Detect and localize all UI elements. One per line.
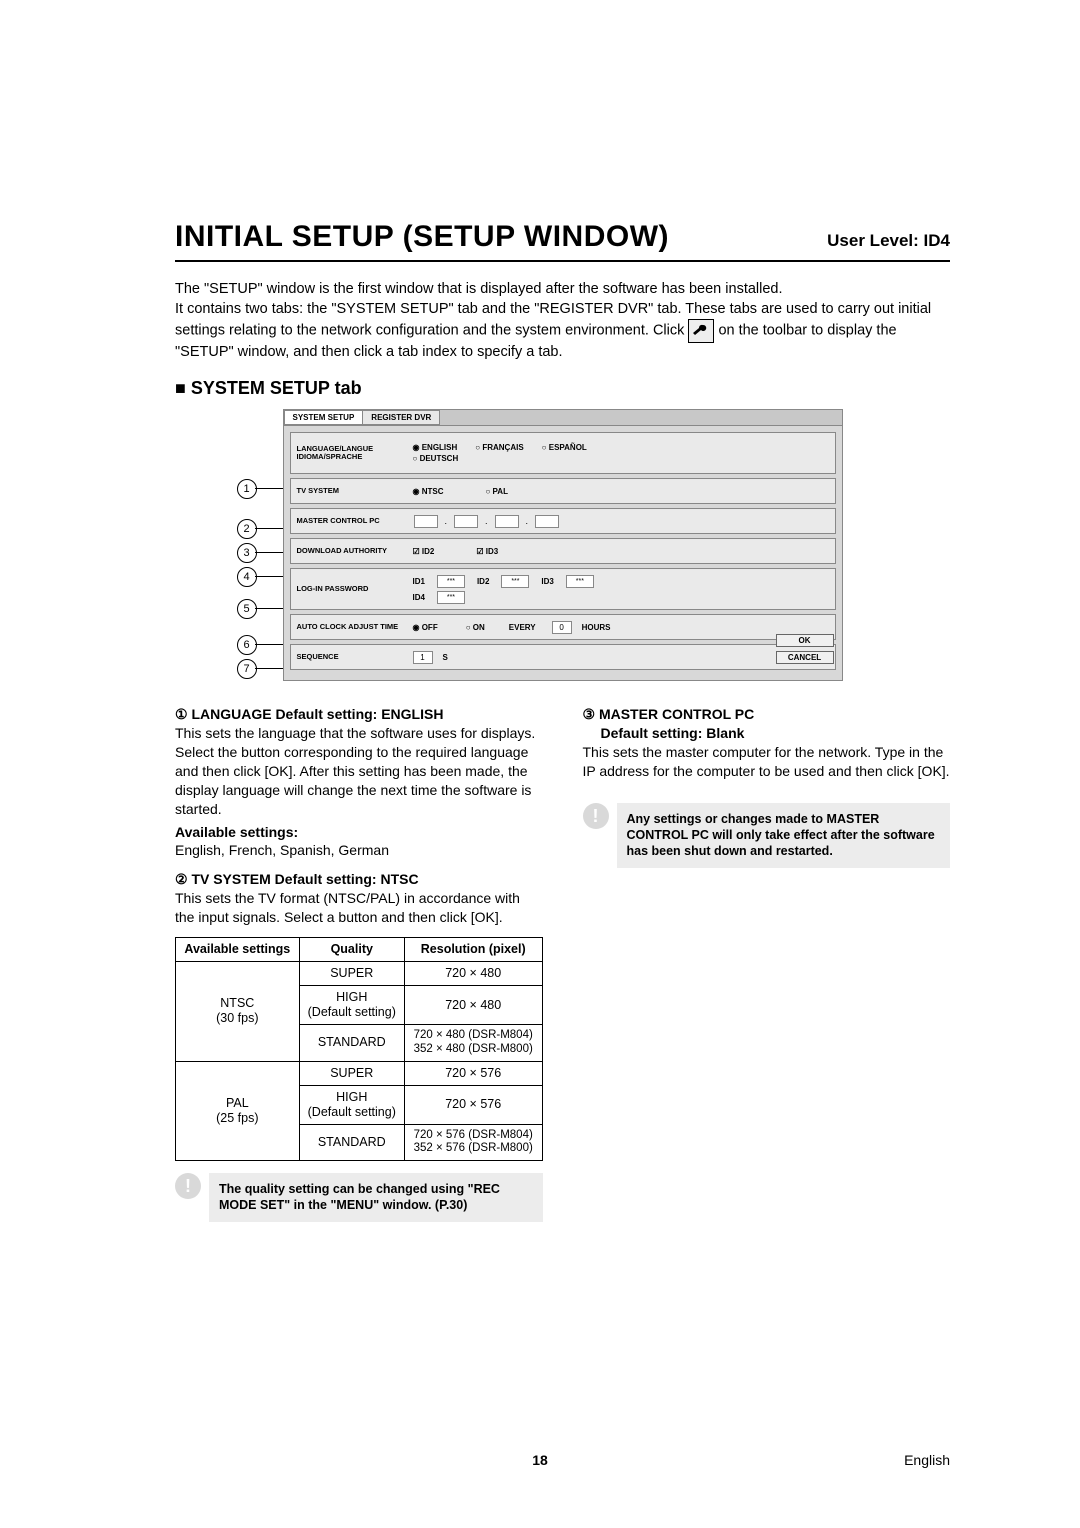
- th-resolution: Resolution (pixel): [404, 938, 542, 962]
- radio-on[interactable]: ON: [466, 623, 485, 632]
- id4-label: ID4: [413, 593, 425, 602]
- wrench-icon: [688, 319, 714, 343]
- callout-1: 1: [237, 479, 257, 499]
- ok-button[interactable]: OK: [776, 634, 834, 647]
- cell: 720 × 576 (DSR-M804) 352 × 576 (DSR-M800…: [404, 1124, 542, 1161]
- cell: SUPER: [299, 962, 404, 986]
- row-download-authority: DOWNLOAD AUTHORITY ID2 ID3: [290, 538, 836, 564]
- cell: STANDARD: [299, 1124, 404, 1161]
- id1-label: ID1: [413, 577, 425, 586]
- callout-4: 4: [237, 567, 257, 587]
- left-column: ① LANGUAGE Default setting: ENGLISH This…: [175, 705, 543, 1221]
- radio-espanol[interactable]: ESPAÑOL: [542, 443, 587, 452]
- id2-label: ID2: [477, 577, 489, 586]
- cell: SUPER: [299, 1061, 404, 1085]
- ip-field-2[interactable]: [454, 515, 478, 528]
- callout-7: 7: [237, 659, 257, 679]
- pw-id1[interactable]: ***: [437, 575, 465, 588]
- callout-6: 6: [237, 635, 257, 655]
- item1-body: This sets the language that the software…: [175, 724, 543, 818]
- label-master-control-pc: MASTER CONTROL PC: [297, 517, 407, 525]
- tab-system-setup[interactable]: SYSTEM SETUP: [284, 410, 364, 425]
- intro-line-1: The "SETUP" window is the first window t…: [175, 281, 783, 297]
- radio-francais[interactable]: FRANÇAIS: [475, 443, 523, 452]
- label-tv-system: TV SYSTEM: [297, 487, 407, 495]
- cell: HIGH (Default setting): [299, 986, 404, 1025]
- row-master-control-pc: MASTER CONTROL PC . . .: [290, 508, 836, 534]
- row-auto-clock: AUTO CLOCK ADJUST TIME OFF ON EVERY 0 HO…: [290, 614, 836, 640]
- chk-id3[interactable]: ID3: [476, 547, 498, 556]
- label-auto-clock: AUTO CLOCK ADJUST TIME: [297, 623, 407, 631]
- sequence-unit: S: [443, 653, 448, 662]
- cell: 720 × 480 (DSR-M804) 352 × 480 (DSR-M800…: [404, 1025, 542, 1062]
- note-box-right: ! Any settings or changes made to MASTER…: [583, 803, 951, 868]
- avail-label: Available settings:: [175, 823, 543, 842]
- every-label: EVERY: [509, 623, 536, 632]
- label-language: LANGUAGE/LANGUE IDIOMA/SPRACHE: [297, 445, 407, 462]
- tab-bar: SYSTEM SETUP REGISTER DVR: [284, 410, 842, 426]
- radio-ntsc[interactable]: NTSC: [413, 487, 444, 496]
- radio-english[interactable]: ENGLISH: [413, 443, 458, 452]
- resolution-table: Available settings Quality Resolution (p…: [175, 937, 543, 1161]
- page-title: INITIAL SETUP (SETUP WINDOW): [175, 220, 669, 254]
- note-text-right: Any settings or changes made to MASTER C…: [617, 803, 951, 868]
- row-sequence: SEQUENCE 1 S: [290, 644, 836, 670]
- item3-heading2: Default setting: Blank: [601, 724, 951, 743]
- cell-pal: PAL (25 fps): [176, 1061, 300, 1161]
- system-setup-screenshot: 1 2 3 4 5 6 7 SYSTEM SETUP REGISTER DVR: [283, 409, 843, 681]
- ok-cancel-group: OK CANCEL: [776, 630, 834, 664]
- avail-text: English, French, Spanish, German: [175, 841, 543, 860]
- item1-heading: ① LANGUAGE Default setting: ENGLISH: [175, 705, 543, 724]
- pw-id3[interactable]: ***: [566, 575, 594, 588]
- cell: 720 × 576: [404, 1061, 542, 1085]
- callout-2: 2: [237, 519, 257, 539]
- item3-heading: ③ MASTER CONTROL PC: [583, 705, 951, 724]
- intro-paragraph: The "SETUP" window is the first window t…: [175, 280, 950, 362]
- tab-register-dvr[interactable]: REGISTER DVR: [362, 410, 440, 425]
- chk-id2[interactable]: ID2: [413, 547, 435, 556]
- cancel-button[interactable]: CANCEL: [776, 651, 834, 664]
- note-box-left: ! The quality setting can be changed usi…: [175, 1173, 543, 1222]
- row-tv-system: TV SYSTEM NTSC PAL: [290, 478, 836, 504]
- note-icon: !: [175, 1173, 201, 1199]
- hours-spin[interactable]: 0: [552, 621, 572, 634]
- th-quality: Quality: [299, 938, 404, 962]
- ip-field-1[interactable]: [414, 515, 438, 528]
- cell: 720 × 480: [404, 962, 542, 986]
- right-column: ③ MASTER CONTROL PC Default setting: Bla…: [583, 705, 951, 1221]
- cell-ntsc: NTSC (30 fps): [176, 962, 300, 1062]
- user-level: User Level: ID4: [827, 231, 950, 251]
- sequence-spin[interactable]: 1: [413, 651, 433, 664]
- radio-pal[interactable]: PAL: [485, 487, 507, 496]
- footer-language: English: [904, 1452, 950, 1468]
- cell: HIGH (Default setting): [299, 1085, 404, 1124]
- note-icon: !: [583, 803, 609, 829]
- item2-heading: ② TV SYSTEM Default setting: NTSC: [175, 870, 543, 889]
- th-settings: Available settings: [176, 938, 300, 962]
- ip-field-3[interactable]: [495, 515, 519, 528]
- radio-deutsch[interactable]: DEUTSCH: [413, 454, 459, 463]
- radio-off[interactable]: OFF: [413, 623, 438, 632]
- cell: STANDARD: [299, 1025, 404, 1062]
- ip-field-4[interactable]: [535, 515, 559, 528]
- note-text-left: The quality setting can be changed using…: [209, 1173, 543, 1222]
- item2-body: This sets the TV format (NTSC/PAL) in ac…: [175, 889, 543, 927]
- label-sequence: SEQUENCE: [297, 653, 407, 661]
- section-heading: SYSTEM SETUP tab: [175, 378, 950, 399]
- row-language: LANGUAGE/LANGUE IDIOMA/SPRACHE ENGLISH F…: [290, 432, 836, 474]
- cell: 720 × 576: [404, 1085, 542, 1124]
- row-login-password: LOG-IN PASSWORD ID1 *** ID2 *** ID3 *** ID4…: [290, 568, 836, 610]
- callout-3: 3: [237, 543, 257, 563]
- item3-body: This sets the master computer for the ne…: [583, 743, 951, 781]
- pw-id4[interactable]: ***: [437, 591, 465, 604]
- id3-label: ID3: [541, 577, 553, 586]
- pw-id2[interactable]: ***: [501, 575, 529, 588]
- cell: 720 × 480: [404, 986, 542, 1025]
- label-download-authority: DOWNLOAD AUTHORITY: [297, 547, 407, 555]
- hours-label: HOURS: [582, 623, 611, 632]
- callout-5: 5: [237, 599, 257, 619]
- label-login-password: LOG-IN PASSWORD: [297, 585, 407, 593]
